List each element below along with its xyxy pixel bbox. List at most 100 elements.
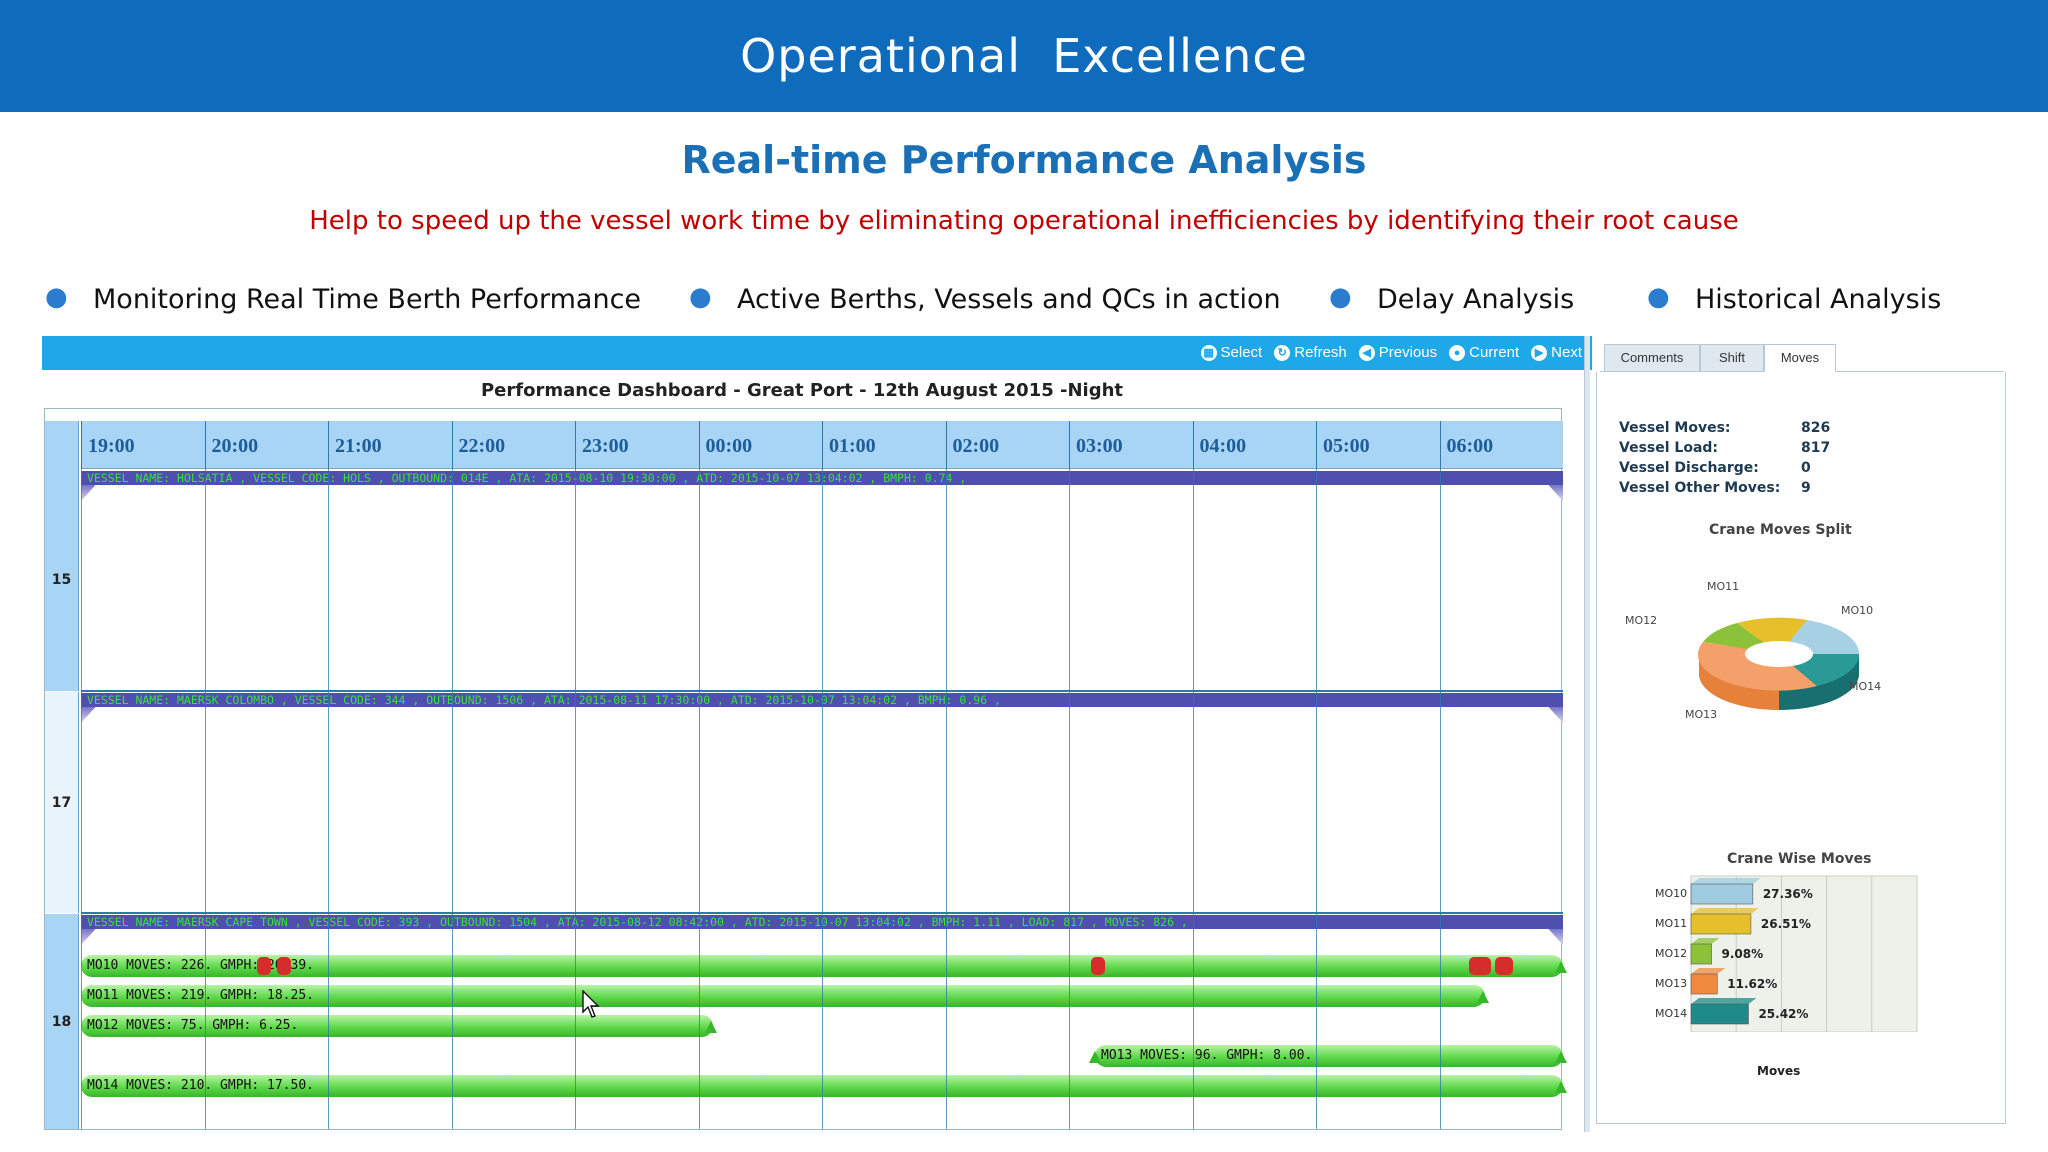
bullet-text: Monitoring Real Time Berth Performance: [93, 284, 642, 315]
bar-value-label: 27.36%: [1763, 887, 1813, 901]
bar: [1690, 973, 1718, 995]
select-label: Select: [1220, 344, 1263, 361]
pie-label: MO11: [1707, 580, 1740, 593]
pie-label: MO10: [1841, 604, 1874, 617]
bar: [1690, 943, 1712, 965]
delay-marker[interactable]: [277, 957, 291, 975]
arrow-left-icon: ◀: [1358, 344, 1375, 361]
bullet-text: Delay Analysis: [1377, 284, 1575, 315]
bar-top-face: [1691, 878, 1761, 884]
tab-shift[interactable]: Shift: [1700, 344, 1764, 372]
bar-top-face: [1691, 938, 1720, 944]
bullet-item: ● Monitoring Real Time Berth Performance: [45, 282, 642, 315]
bullet-item: ● Delay Analysis: [1329, 282, 1575, 315]
hour-column-header: 06:00: [1439, 421, 1564, 469]
hour-grid-line: [822, 469, 823, 1129]
arrow-right-icon: ▶: [1531, 344, 1548, 361]
hour-grid-line: [1439, 469, 1441, 1129]
current-label: Current: [1469, 344, 1520, 361]
tab-moves[interactable]: Moves: [1764, 344, 1836, 372]
select-button[interactable]: ▦ Select: [1200, 344, 1263, 361]
bar-chart-category-label: MO13: [1655, 977, 1687, 990]
stat-vessel-other-moves: Vessel Other Moves: 9: [1619, 480, 1811, 496]
slide-banner: Operational Excellence: [0, 0, 2048, 112]
bullet-dot-icon: ●: [689, 282, 712, 312]
pie-label: MO13: [1685, 708, 1718, 721]
stat-vessel-moves: Vessel Moves: 826: [1619, 420, 1830, 436]
crane-wise-moves-bar-chart: 0%20%40%60%80%100%MO1027.36%MO1126.51%MO…: [1655, 875, 1918, 1032]
crane-bar[interactable]: MO13 MOVES: 96. GMPH: 8.00.: [1095, 1045, 1563, 1067]
bar-value-label: 25.42%: [1758, 1007, 1808, 1021]
stat-label: Vessel Moves:: [1619, 420, 1731, 436]
crane-start-marker-icon: [1089, 1051, 1101, 1063]
bar-top-face: [1691, 968, 1726, 974]
hour-grid-line: [328, 469, 329, 1129]
berth-timeline: 19:00 20:00 21:00 22:00 23:00 00:00 01:00 02:00…: [44, 408, 1567, 1130]
current-button[interactable]: ● Current: [1449, 344, 1519, 361]
crane-end-marker-icon: [1555, 1051, 1567, 1063]
hour-column-header: 23:00: [575, 421, 699, 469]
crane-moves-pie-chart: [1697, 617, 1860, 710]
refresh-label: Refresh: [1294, 344, 1347, 361]
bullet-item: ● Active Berths, Vessels and QCs in actio…: [689, 282, 1281, 315]
pie-3d-side: [1779, 654, 1859, 710]
hour-grid-line: [1316, 469, 1317, 1129]
hour-grid-line: [1069, 469, 1070, 1129]
stat-label: Vessel Load:: [1619, 440, 1719, 456]
bullet-dot-icon: ●: [1329, 282, 1352, 312]
previous-label: Previous: [1378, 344, 1438, 361]
delay-marker[interactable]: [1469, 957, 1491, 975]
next-label: Next: [1551, 344, 1582, 361]
pie-3d-side: [1699, 654, 1779, 710]
bullet-item: ● Historical Analysis: [1647, 282, 1941, 315]
hour-grid-line: [945, 469, 947, 1129]
berth-label[interactable]: 18: [45, 914, 79, 1129]
hour-grid-line: [1192, 469, 1194, 1129]
bar: [1690, 883, 1754, 905]
bar-chart-category-label: MO11: [1655, 917, 1687, 930]
bar-value-label: 26.51%: [1761, 917, 1811, 931]
crane-end-marker-icon: [1555, 961, 1567, 973]
mouse-cursor-icon: [582, 990, 600, 1018]
berth-label[interactable]: 17: [45, 692, 79, 913]
crane-bar[interactable]: MO11 MOVES: 219. GMPH: 18.25.: [81, 985, 1485, 1007]
dashboard-toolbar: ▦ Select ↻ Refresh ◀ Previous ● Current ▶ Nex…: [42, 336, 1592, 370]
bar-top-face: [1691, 998, 1757, 1004]
hour-column-header: 20:00: [204, 421, 329, 469]
hour-header-row: 19:00 20:00 21:00 22:00 23:00 00:00 01:00 02:00…: [81, 421, 1563, 469]
crane-bar[interactable]: MO12 MOVES: 75. GMPH: 6.25.: [81, 1015, 713, 1037]
delay-marker[interactable]: [1495, 957, 1513, 975]
bar-value-label: 11.62%: [1727, 977, 1777, 991]
hour-grid-line: [575, 469, 576, 1129]
hour-column-header: 00:00: [698, 421, 823, 469]
hour-column-header: 03:00: [1069, 421, 1193, 469]
bullet-text: Active Berths, Vessels and QCs in action: [737, 284, 1281, 315]
bar-chart-category-label: MO14: [1655, 1007, 1687, 1020]
berth-header-corner: [45, 421, 79, 469]
crane-end-marker-icon: [1477, 991, 1489, 1003]
delay-marker[interactable]: [257, 957, 271, 975]
bar: [1690, 913, 1752, 935]
stat-value: 0: [1801, 460, 1811, 476]
bar: [1690, 1003, 1749, 1025]
hour-column-header: 21:00: [328, 421, 452, 469]
hour-column-header: 02:00: [945, 421, 1070, 469]
pie-hole: [1745, 641, 1813, 667]
delay-marker[interactable]: [1091, 957, 1105, 975]
berth-label[interactable]: 15: [45, 469, 79, 691]
pie-slice: [1737, 617, 1807, 654]
refresh-button[interactable]: ↻ Refresh: [1274, 344, 1347, 361]
current-icon: ●: [1449, 344, 1466, 361]
pie-chart-title: Crane Moves Split: [1709, 522, 1852, 538]
bullet-dot-icon: ●: [45, 282, 68, 312]
tab-comments[interactable]: Comments: [1604, 344, 1700, 372]
previous-button[interactable]: ◀ Previous: [1358, 344, 1438, 361]
hour-column-header: 04:00: [1192, 421, 1317, 469]
bar-chart-title: Crane Wise Moves: [1727, 851, 1872, 867]
next-button[interactable]: ▶ Next: [1531, 344, 1582, 361]
stat-value: 9: [1801, 480, 1811, 496]
pie-slice: [1697, 642, 1817, 691]
panel-splitter[interactable]: [1584, 336, 1590, 1132]
hour-grid-line: [204, 469, 206, 1129]
stat-label: Vessel Discharge:: [1619, 460, 1759, 476]
